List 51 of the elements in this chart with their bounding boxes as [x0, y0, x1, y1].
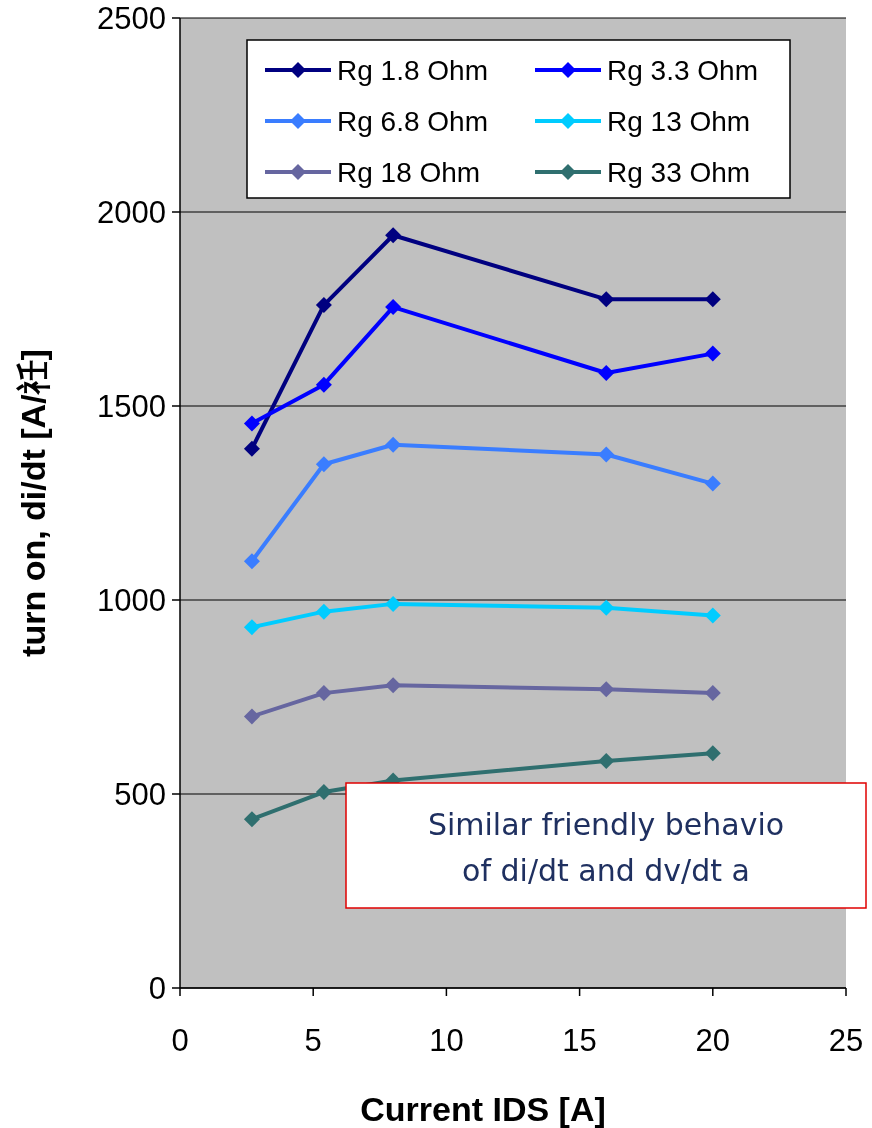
- y-tick-label: 2500: [97, 1, 166, 36]
- point: [385, 299, 402, 316]
- point: [315, 685, 332, 702]
- point: [598, 681, 615, 698]
- point: [598, 753, 615, 770]
- point: [315, 603, 332, 620]
- x-tick-label: 15: [562, 1023, 597, 1058]
- point: [598, 365, 615, 382]
- point: [704, 685, 721, 702]
- y-tick-label: 2000: [97, 195, 166, 230]
- x-tick-label: 0: [171, 1023, 189, 1058]
- legend-label: Rg 13 Ohm: [607, 106, 751, 137]
- point: [315, 456, 332, 473]
- point: [315, 784, 332, 801]
- point: [243, 619, 260, 636]
- point: [243, 811, 260, 828]
- y-tick-label: 500: [114, 777, 166, 812]
- annotation: Similar friendly behavio: [427, 807, 785, 842]
- point: [243, 440, 260, 457]
- point: [704, 745, 721, 762]
- legend-label: Rg 18 Ohm: [337, 157, 481, 188]
- point: [385, 436, 402, 453]
- point: [704, 291, 721, 308]
- x-tick-label: 25: [828, 1023, 864, 1058]
- x-axis-title: Current IDS [A]: [360, 1090, 606, 1128]
- y-tick-label: 1000: [97, 583, 166, 618]
- legend-label: Rg 33 Ohm: [607, 157, 751, 188]
- point: [704, 475, 721, 492]
- point: [315, 376, 332, 393]
- legend-label: Rg 3.3 Ohm: [607, 55, 758, 86]
- x-tick-label: 5: [304, 1023, 322, 1058]
- annotation: of di/dt and dv/dt a: [462, 853, 750, 888]
- point: [385, 595, 402, 612]
- point: [598, 291, 615, 308]
- point: [704, 607, 721, 624]
- legend-label: Rg 6.8 Ohm: [337, 106, 488, 137]
- point: [315, 297, 332, 314]
- y-tick-label: 0: [148, 971, 166, 1006]
- point: [243, 415, 260, 432]
- point: [598, 446, 615, 463]
- x-tick-label: 20: [695, 1023, 731, 1058]
- y-axis-title: turn on, di/dt [A/祍]: [14, 349, 52, 657]
- point: [598, 599, 615, 616]
- legend-label: Rg 1.8 Ohm: [337, 55, 488, 86]
- point: [385, 227, 402, 244]
- point: [704, 345, 721, 362]
- x-tick-label: 10: [429, 1023, 464, 1058]
- y-tick-label: 1500: [97, 389, 166, 424]
- point: [243, 553, 260, 570]
- point: [243, 708, 260, 725]
- point: [385, 677, 402, 694]
